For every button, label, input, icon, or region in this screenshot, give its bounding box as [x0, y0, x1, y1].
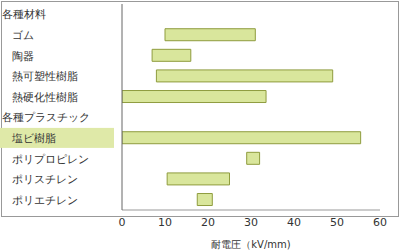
svg-text:ポリスチレン: ポリスチレン: [12, 173, 78, 186]
svg-text:ゴム: ゴム: [12, 29, 34, 42]
svg-text:陶器: 陶器: [12, 50, 34, 63]
svg-text:熱可塑性樹脂: 熱可塑性樹脂: [12, 70, 78, 83]
svg-text:各種プラスチック: 各種プラスチック: [8, 111, 90, 124]
svg-text:60: 60: [373, 216, 387, 229]
svg-text:ポリエチレン: ポリエチレン: [12, 194, 78, 207]
svg-text:熱硬化性樹脂: 熱硬化性樹脂: [12, 91, 78, 104]
svg-text:塩ビ樹脂: 塩ビ樹脂: [11, 132, 56, 145]
svg-text:20: 20: [201, 216, 215, 229]
svg-text:10: 10: [158, 216, 172, 229]
svg-text:0: 0: [119, 216, 126, 229]
svg-text:30: 30: [244, 216, 258, 229]
svg-text:各種材料: 各種材料: [8, 8, 46, 21]
svg-text:耐電圧（kV/mm): 耐電圧（kV/mm): [211, 239, 290, 250]
svg-text:50: 50: [330, 216, 344, 229]
svg-text:ポリプロピレン: ポリプロピレン: [12, 153, 89, 166]
svg-text:40: 40: [287, 216, 301, 229]
